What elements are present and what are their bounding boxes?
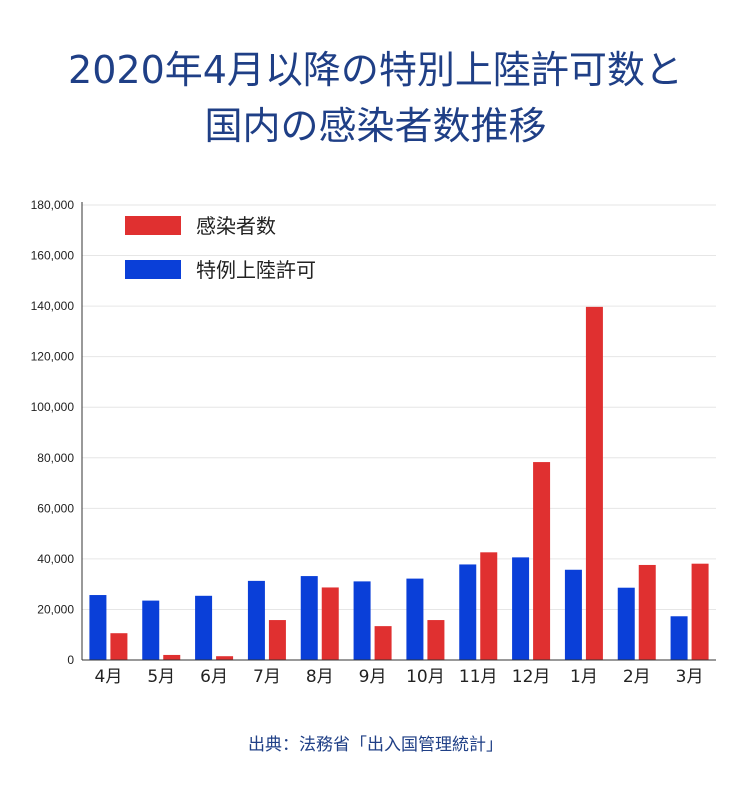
bar-infections <box>585 306 603 660</box>
source-note: 出典：法務省「出入国管理統計」 <box>248 735 503 755</box>
bar-landing-permits <box>406 578 424 660</box>
bar-infections <box>480 552 498 660</box>
bar-infections <box>216 656 234 660</box>
x-tick-label: 9月 <box>359 667 387 687</box>
x-tick-label: 6月 <box>200 667 228 687</box>
axes <box>81 202 716 661</box>
y-tick-label: 60,000 <box>37 501 74 515</box>
bars <box>89 306 709 660</box>
bar-landing-permits <box>512 557 530 660</box>
x-tick-label: 2月 <box>623 667 651 687</box>
y-tick-label: 80,000 <box>37 451 74 465</box>
bar-landing-permits <box>459 564 477 660</box>
bar-infections <box>427 620 445 660</box>
bar-landing-permits <box>564 569 582 660</box>
bar-chart: 0 20,000 40,000 60,000 80,000 100,000 120,000 1… <box>31 198 716 687</box>
x-tick-label: 5月 <box>147 667 175 687</box>
gridlines <box>82 204 716 610</box>
x-tick-label: 7月 <box>253 667 281 687</box>
chart-title-line1: 2020年4月以降の特別上陸許可数と <box>68 48 683 92</box>
y-tick-label: 120,000 <box>31 350 75 364</box>
y-tick-label: 140,000 <box>31 299 75 313</box>
y-tick-label: 100,000 <box>31 400 75 414</box>
x-tick-label: 4月 <box>95 667 123 687</box>
bar-infections <box>163 654 181 660</box>
legend-label: 特例上陸許可 <box>196 258 316 282</box>
bar-infections <box>268 620 286 660</box>
bar-landing-permits <box>142 600 160 660</box>
bar-infections <box>691 563 709 660</box>
chart-title-line2: 国内の感染者数推移 <box>204 104 547 148</box>
legend-swatch <box>125 260 181 279</box>
bar-landing-permits <box>195 595 213 660</box>
bar-landing-permits <box>247 580 265 660</box>
x-tick-label: 10月 <box>406 667 445 687</box>
x-tick-label: 1月 <box>570 667 598 687</box>
x-tick-label: 8月 <box>306 667 334 687</box>
bar-infections <box>321 587 339 660</box>
y-tick-label: 20,000 <box>37 602 74 616</box>
bar-landing-permits <box>89 595 107 660</box>
bar-landing-permits <box>617 587 635 660</box>
x-tick-label: 3月 <box>676 667 704 687</box>
y-tick-label: 180,000 <box>31 198 75 212</box>
bar-landing-permits <box>670 616 688 660</box>
legend-swatch <box>125 216 181 235</box>
y-tick-label: 0 <box>67 653 74 667</box>
y-tick-label: 160,000 <box>31 249 75 263</box>
bar-infections <box>533 462 551 660</box>
bar-infections <box>374 626 392 660</box>
bar-landing-permits <box>353 581 371 660</box>
y-axis-ticks: 0 20,000 40,000 60,000 80,000 100,000 120,000 1… <box>31 198 75 667</box>
y-tick-label: 40,000 <box>37 552 74 566</box>
bar-infections <box>638 564 656 660</box>
bar-infections <box>110 633 128 660</box>
x-tick-label: 12月 <box>512 667 551 687</box>
x-tick-label: 11月 <box>459 667 498 687</box>
x-axis-ticks: 4月 5月 6月 7月 8月 9月 10月 11月 12月 1月 2月 3月 <box>95 667 704 687</box>
legend-label: 感染者数 <box>196 214 276 238</box>
bar-landing-permits <box>300 576 318 660</box>
